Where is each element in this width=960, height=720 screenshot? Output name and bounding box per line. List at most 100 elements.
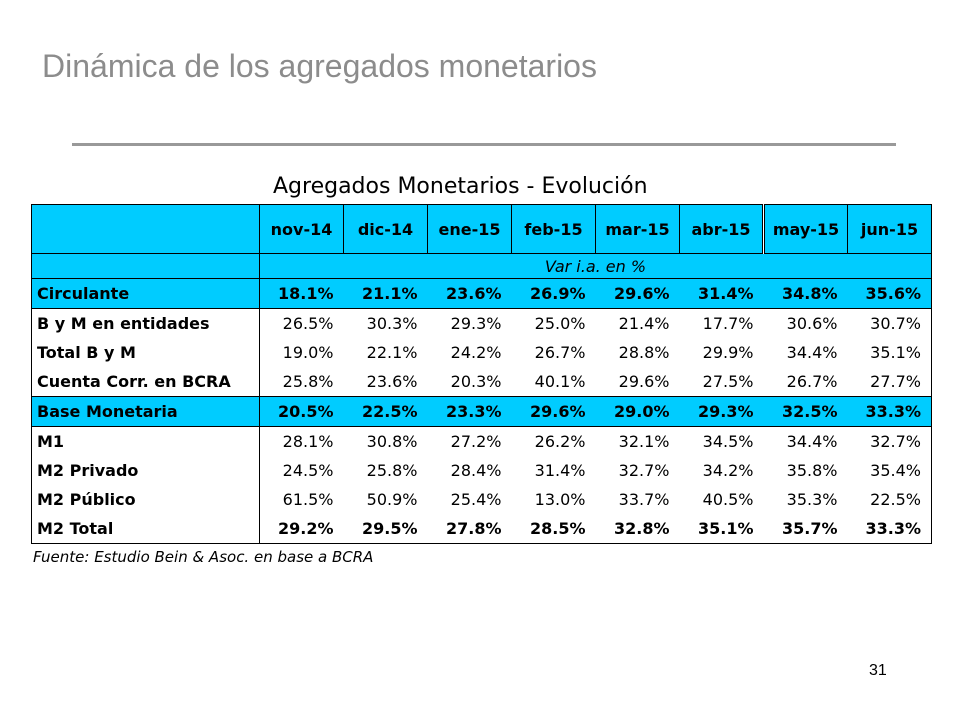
unit-label: Var i.a. en %: [259, 253, 932, 279]
table-row: Cuenta Corr. en BCRA 25.8% 23.6% 20.3% 4…: [31, 367, 932, 397]
table-cell: 23.3%: [427, 396, 512, 427]
table-cell: 24.2%: [450, 343, 502, 362]
row-label: Cuenta Corr. en BCRA: [31, 367, 260, 397]
table-cell: 29.2%: [259, 514, 344, 544]
table-cell: 35.1%: [679, 514, 764, 544]
table-title: Agregados Monetarios - Evolución: [273, 174, 648, 199]
table-cell: 13.0%: [534, 490, 586, 509]
table-cell: 31.4%: [534, 461, 586, 480]
table-row: Total B y M 19.0% 22.1% 24.2% 26.7% 28.8…: [31, 338, 932, 367]
table-cell: 35.8%: [786, 461, 838, 480]
header-corner-cell: [31, 204, 260, 254]
table-cell: 32.1%: [618, 432, 670, 451]
column-header: dic-14: [343, 204, 428, 254]
table-cell: 34.8%: [763, 278, 848, 309]
row-label: M1: [31, 426, 260, 456]
source-note: Fuente: Estudio Bein & Asoc. en base a B…: [33, 548, 374, 566]
table-cell: 23.6%: [427, 278, 512, 309]
table-cell: 27.7%: [847, 367, 932, 397]
page-number: 31: [869, 662, 887, 679]
table-row: Base Monetaria 20.5% 22.5% 23.3% 29.6% 2…: [31, 396, 932, 427]
table-row: B y M en entidades 26.5% 30.3% 29.3% 25.…: [31, 308, 932, 338]
table-cell: 40.1%: [534, 372, 586, 391]
table-cell: 29.9%: [702, 343, 754, 362]
table-cell: 18.1%: [259, 278, 344, 309]
row-label: M2 Total: [31, 514, 260, 544]
table-cell: 32.7%: [618, 461, 670, 480]
table-cell: 28.8%: [618, 343, 670, 362]
table-cell: 33.3%: [847, 514, 932, 544]
unit-row-blank-cell: [31, 253, 260, 279]
table-row: M1 28.1% 30.8% 27.2% 26.2% 32.1% 34.5% 3…: [31, 426, 932, 456]
table-cell: 23.6%: [366, 372, 418, 391]
table-cell: 27.8%: [427, 514, 512, 544]
table-header-row: nov-14 dic-14 ene-15 feb-15 mar-15 abr-1…: [31, 204, 932, 254]
table-cell: 26.2%: [534, 432, 586, 451]
column-header: feb-15: [511, 204, 596, 254]
column-header: mar-15: [595, 204, 680, 254]
column-header: nov-14: [259, 204, 344, 254]
table-row: M2 Privado 24.5% 25.8% 28.4% 31.4% 32.7%…: [31, 456, 932, 485]
table-cell: 30.3%: [366, 314, 418, 333]
table-row: Circulante 18.1% 21.1% 23.6% 26.9% 29.6%…: [31, 278, 932, 309]
table-cell: 26.7%: [786, 372, 838, 391]
table-cell: 28.4%: [450, 461, 502, 480]
table-cell: 35.6%: [847, 278, 932, 309]
table-cell: 29.0%: [595, 396, 680, 427]
table-row: M2 Público 61.5% 50.9% 25.4% 13.0% 33.7%…: [31, 485, 932, 514]
table-cell: 34.5%: [702, 432, 754, 451]
row-label: B y M en entidades: [31, 308, 260, 338]
table-cell: 29.5%: [343, 514, 428, 544]
table-cell: 24.5%: [282, 461, 334, 480]
monetary-aggregates-table: nov-14 dic-14 ene-15 feb-15 mar-15 abr-1…: [31, 204, 932, 544]
table-cell: 35.7%: [763, 514, 848, 544]
row-label: Total B y M: [31, 338, 260, 367]
table-row: M2 Total 29.2% 29.5% 27.8% 28.5% 32.8% 3…: [31, 514, 932, 544]
table-cell: 29.6%: [595, 278, 680, 309]
table-cell: 27.5%: [702, 372, 754, 391]
table-cell: 31.4%: [679, 278, 764, 309]
table-cell: 35.1%: [847, 338, 932, 367]
table-cell: 30.7%: [847, 308, 932, 338]
slide-title: Dinámica de los agregados monetarios: [42, 48, 597, 84]
table-cell: 26.7%: [534, 343, 586, 362]
row-label: M2 Privado: [31, 456, 260, 485]
table-cell: 28.5%: [511, 514, 596, 544]
table-cell: 61.5%: [282, 490, 334, 509]
table-cell: 22.1%: [366, 343, 418, 362]
table-cell: 34.4%: [786, 343, 838, 362]
row-label: Base Monetaria: [31, 396, 260, 427]
table-cell: 17.7%: [702, 314, 754, 333]
column-header: jun-15: [847, 204, 932, 254]
table-cell: 25.8%: [366, 461, 418, 480]
column-header: ene-15: [427, 204, 512, 254]
table-cell: 30.6%: [786, 314, 838, 333]
table-cell: 34.2%: [702, 461, 754, 480]
table-cell: 21.1%: [343, 278, 428, 309]
table-cell: 25.8%: [282, 372, 334, 391]
table-cell: 40.5%: [702, 490, 754, 509]
table-cell: 27.2%: [450, 432, 502, 451]
table-cell: 22.5%: [847, 485, 932, 514]
table-cell: 29.6%: [618, 372, 670, 391]
table-cell: 26.5%: [282, 314, 334, 333]
table-cell: 35.3%: [786, 490, 838, 509]
table-cell: 25.0%: [534, 314, 586, 333]
table-cell: 25.4%: [450, 490, 502, 509]
table-cell: 29.3%: [450, 314, 502, 333]
unit-row: Var i.a. en %: [31, 253, 932, 279]
table-cell: 34.4%: [786, 432, 838, 451]
table-cell: 28.1%: [282, 432, 334, 451]
table-cell: 32.7%: [847, 426, 932, 456]
table-cell: 29.6%: [511, 396, 596, 427]
table-cell: 20.3%: [450, 372, 502, 391]
table-cell: 32.8%: [595, 514, 680, 544]
table-cell: 20.5%: [259, 396, 344, 427]
table-cell: 26.9%: [511, 278, 596, 309]
row-label: M2 Público: [31, 485, 260, 514]
column-header: may-15: [762, 204, 848, 254]
table-cell: 33.3%: [847, 396, 932, 427]
table-cell: 29.3%: [679, 396, 764, 427]
table-cell: 30.8%: [366, 432, 418, 451]
table-cell: 32.5%: [763, 396, 848, 427]
